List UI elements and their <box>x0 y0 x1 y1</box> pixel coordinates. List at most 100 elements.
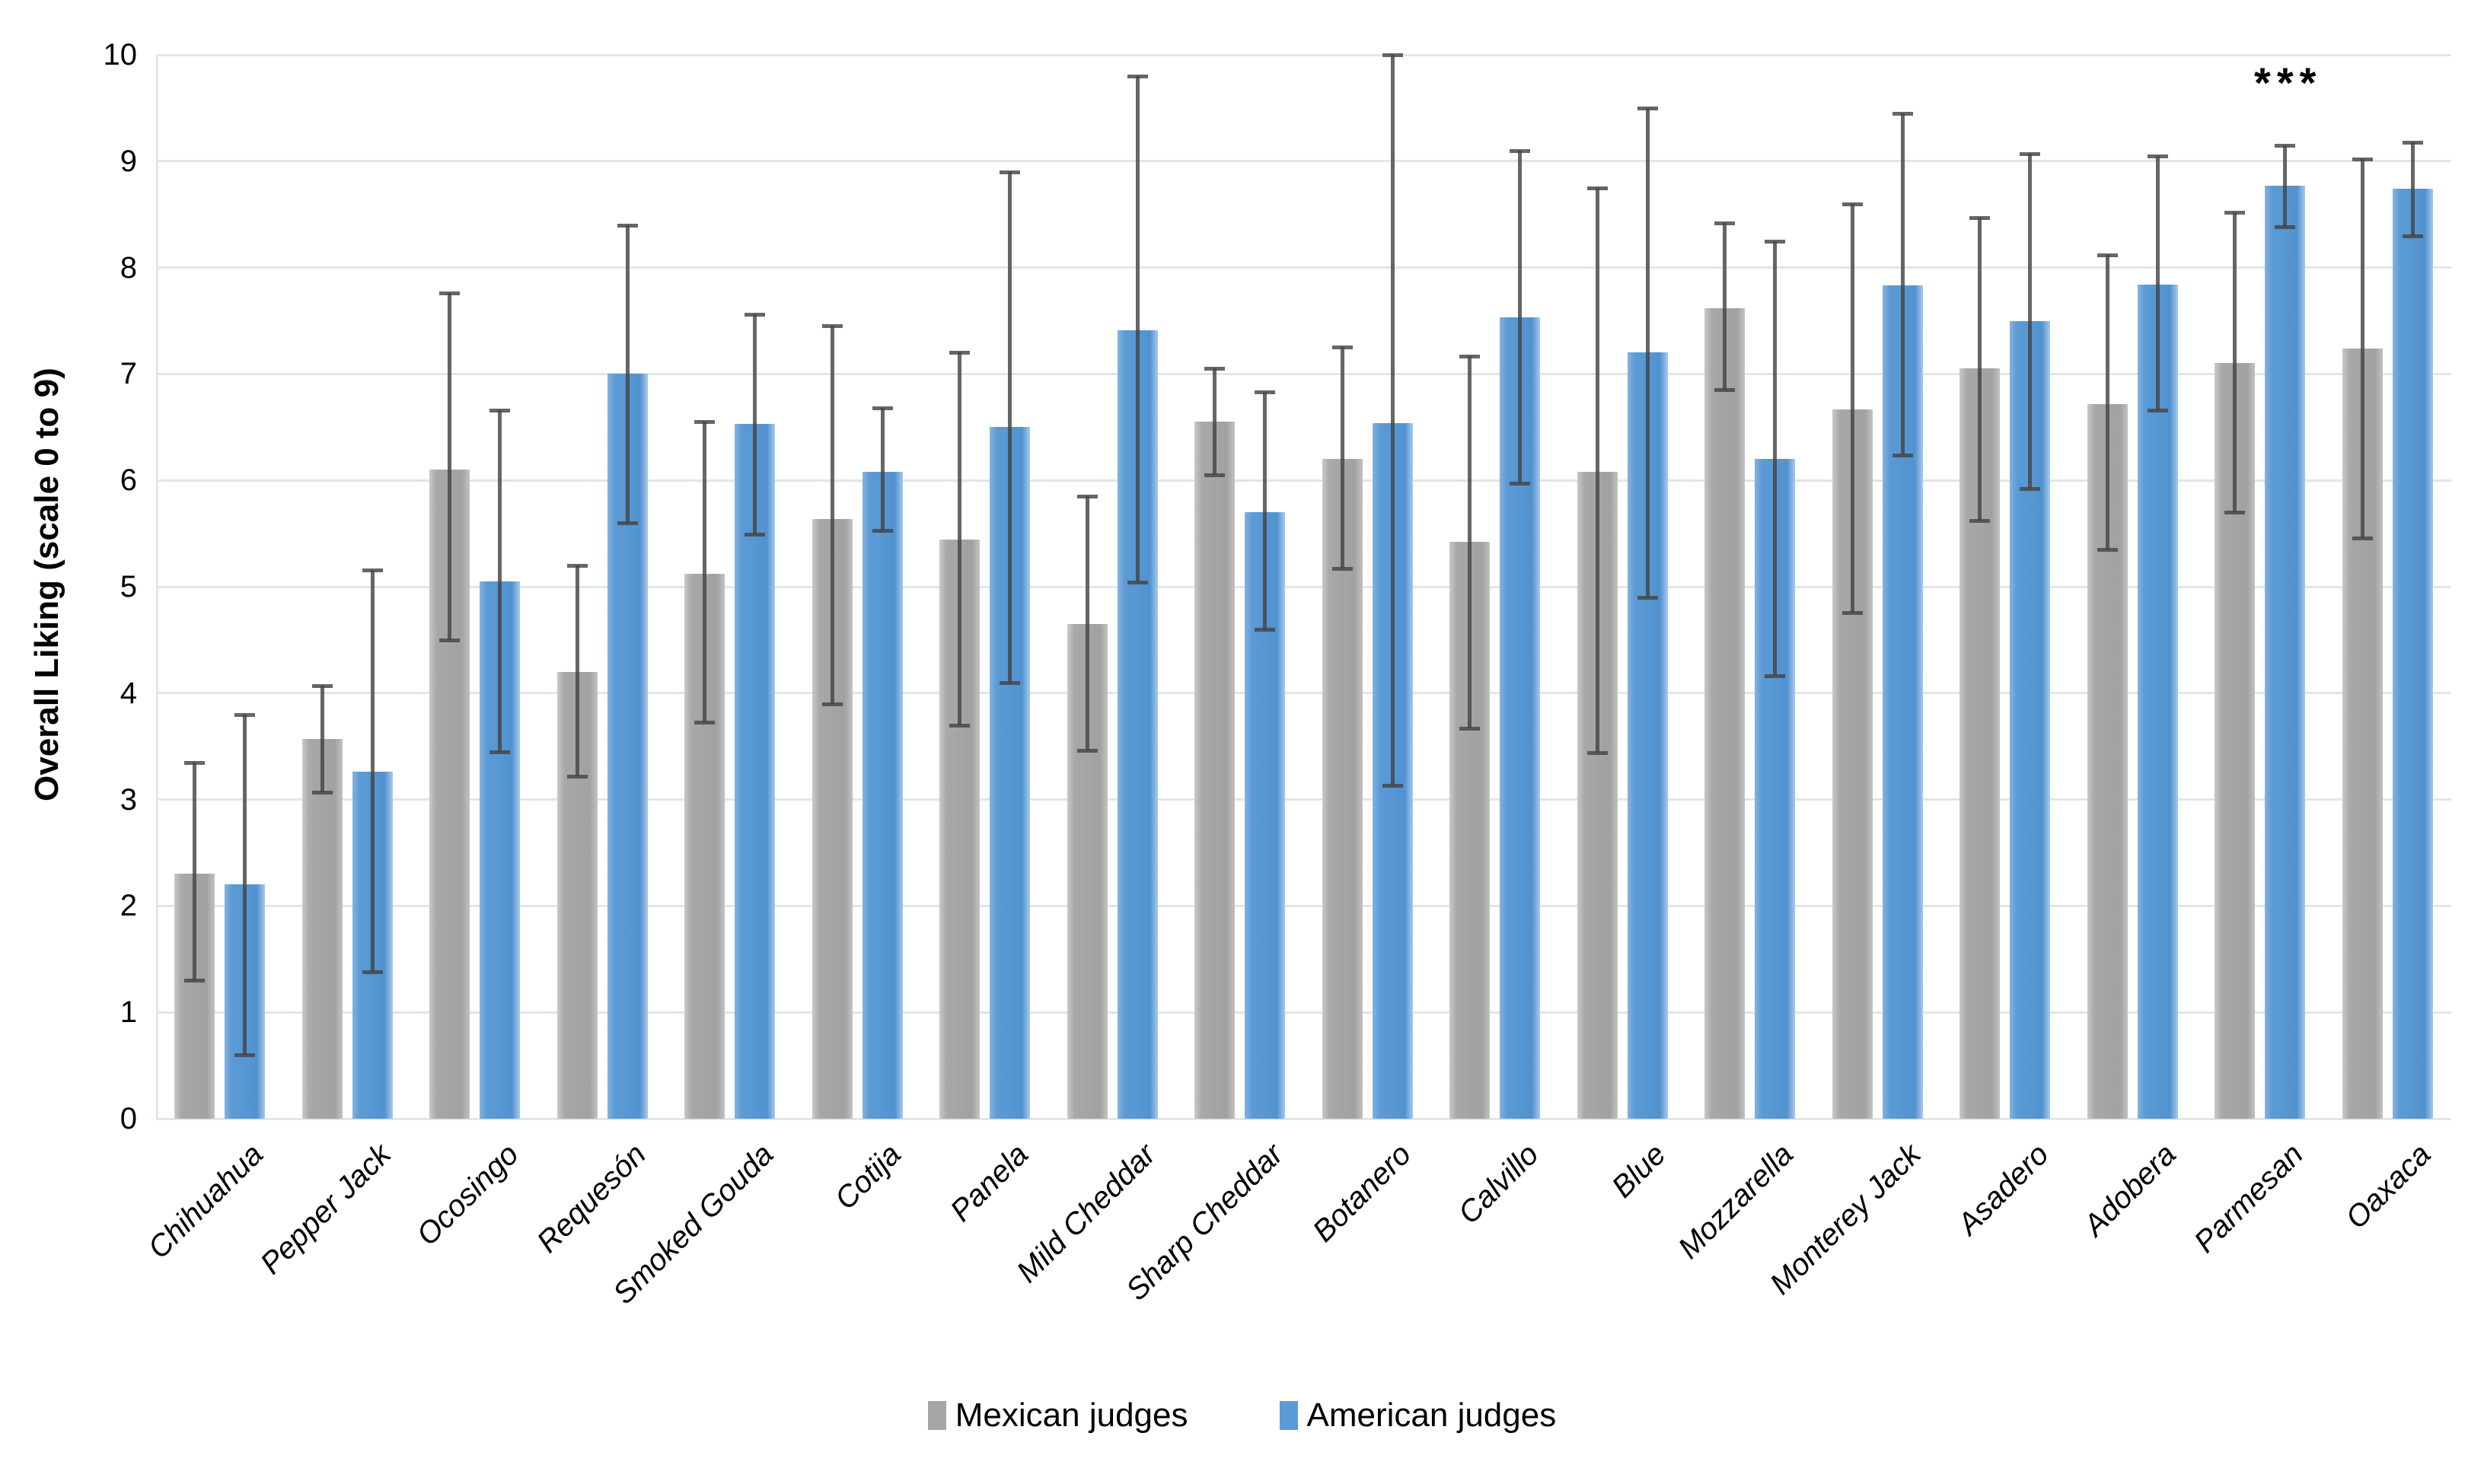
legend-label-mexican: Mexican judges <box>955 1396 1188 1434</box>
error-bar-cap-bottom <box>2224 511 2246 515</box>
error-bar-cap-top <box>1382 53 1403 57</box>
error-bar-cap-top <box>1714 221 1736 225</box>
error-bar-cap-bottom <box>821 702 843 706</box>
x-axis-label: Asadero <box>1950 1137 2055 1242</box>
gridline-y0 <box>156 1117 2451 1120</box>
error-bar <box>2360 159 2364 538</box>
error-bar-cap-bottom <box>1459 726 1481 731</box>
error-bar <box>2283 145 2288 228</box>
error-bar-cap-top <box>234 712 256 717</box>
error-bar-cap-bottom <box>1331 567 1353 572</box>
error-bar-cap-top <box>821 324 843 329</box>
error-bar <box>2155 155 2160 410</box>
gridline-y1 <box>156 1011 2451 1014</box>
error-bar-cap-bottom <box>1765 674 1786 679</box>
error-bar-cap-top <box>1637 106 1658 110</box>
error-bar <box>958 352 962 725</box>
error-bar-cap-top <box>1255 390 1276 395</box>
x-axis-label: Botanero <box>1306 1137 1417 1249</box>
error-bar-cap-bottom <box>694 720 716 724</box>
error-bar-cap-top <box>1841 202 1863 206</box>
x-axis-label: Cotija <box>828 1137 907 1217</box>
legend-swatch-mexican-icon <box>927 1401 946 1430</box>
y-tick-label: 4 <box>120 676 137 710</box>
error-bar-cap-top <box>1459 354 1481 358</box>
bar-mexican-pepper-jack <box>301 738 343 1119</box>
error-bar-cap-top <box>1127 74 1148 78</box>
error-bar <box>1900 113 1905 455</box>
error-bar-cap-top <box>1000 170 1021 174</box>
y-tick-label: 2 <box>120 889 137 923</box>
error-bar-cap-bottom <box>1969 519 1991 524</box>
y-tick-label: 10 <box>103 38 138 72</box>
error-bar-cap-bottom <box>1637 595 1658 600</box>
error-bar-cap-top <box>566 564 588 568</box>
y-tick-label: 3 <box>120 782 137 817</box>
x-axis-label: Parmesan <box>2188 1137 2310 1259</box>
error-bar-cap-bottom <box>1127 581 1148 585</box>
error-bar-cap-bottom <box>1586 751 1608 756</box>
error-bar-cap-bottom <box>2352 536 2373 540</box>
error-bar-cap-top <box>1204 367 1226 371</box>
gridline-y7 <box>156 372 2451 375</box>
error-bar <box>1085 496 1089 751</box>
error-bar <box>1468 355 1472 728</box>
y-tick-label: 8 <box>120 250 137 285</box>
legend-item-mexican-judges: Mexican judges <box>927 1396 1188 1434</box>
error-bar-cap-top <box>949 351 971 355</box>
error-bar-cap-top <box>439 291 461 296</box>
legend-item-american-judges: American judges <box>1279 1399 1556 1432</box>
error-bar-cap-bottom <box>234 1053 256 1058</box>
error-bar-cap-top <box>2224 210 2246 215</box>
error-bar-cap-bottom <box>872 528 893 533</box>
error-bar-cap-bottom <box>311 790 333 795</box>
error-bar <box>1645 107 1650 597</box>
gridline-y2 <box>156 904 2451 907</box>
error-bar <box>1850 203 1854 613</box>
significance-annotation: *** <box>2254 58 2323 107</box>
error-bar-cap-bottom <box>489 750 511 754</box>
error-bar <box>575 565 579 776</box>
error-bar <box>703 422 707 722</box>
error-bar-cap-bottom <box>439 638 461 642</box>
error-bar-cap-bottom <box>1714 388 1736 393</box>
error-bar <box>1723 222 1727 390</box>
error-bar-cap-bottom <box>2402 234 2423 238</box>
gridline-y10 <box>156 53 2451 56</box>
bar-american-cotija <box>862 472 903 1119</box>
error-bar-cap-bottom <box>1892 453 1913 457</box>
gridline-y5 <box>156 585 2451 588</box>
y-tick-label: 7 <box>120 357 137 391</box>
y-axis-line <box>156 55 158 1119</box>
error-bar-cap-bottom <box>2020 487 2041 492</box>
error-bar-cap-top <box>1076 495 1098 499</box>
error-bar-cap-top <box>184 760 206 765</box>
y-tick-label: 0 <box>120 1102 137 1135</box>
error-bar <box>1390 55 1395 786</box>
error-bar-cap-bottom <box>1382 784 1403 788</box>
error-bar-cap-bottom <box>1000 680 1021 685</box>
x-axis-label: Oaxaca <box>2339 1137 2438 1236</box>
error-bar-cap-top <box>1331 346 1353 350</box>
x-axis-label: Ocosingo <box>410 1137 525 1253</box>
error-bar <box>1213 368 1217 476</box>
x-axis-label: Chihuahua <box>142 1137 270 1266</box>
error-bar-cap-bottom <box>566 774 588 779</box>
error-bar-cap-bottom <box>362 970 383 975</box>
error-bar-cap-top <box>2020 152 2041 156</box>
error-bar <box>2105 254 2109 550</box>
error-bar <box>193 762 197 981</box>
x-axis-label: Panela <box>944 1137 1035 1228</box>
error-bar-cap-top <box>2097 253 2118 257</box>
legend: Mexican judges American judges <box>0 1399 2484 1432</box>
error-bar-cap-top <box>2147 154 2168 158</box>
error-bar-cap-bottom <box>2097 548 2118 553</box>
gridline-y9 <box>156 160 2451 163</box>
error-bar <box>830 326 834 704</box>
error-bar-cap-bottom <box>184 979 206 983</box>
gridline-y4 <box>156 692 2451 695</box>
error-bar <box>1008 171 1012 683</box>
error-bar-cap-top <box>872 406 893 411</box>
error-bar <box>1518 150 1523 484</box>
error-bar-cap-top <box>1586 186 1608 190</box>
